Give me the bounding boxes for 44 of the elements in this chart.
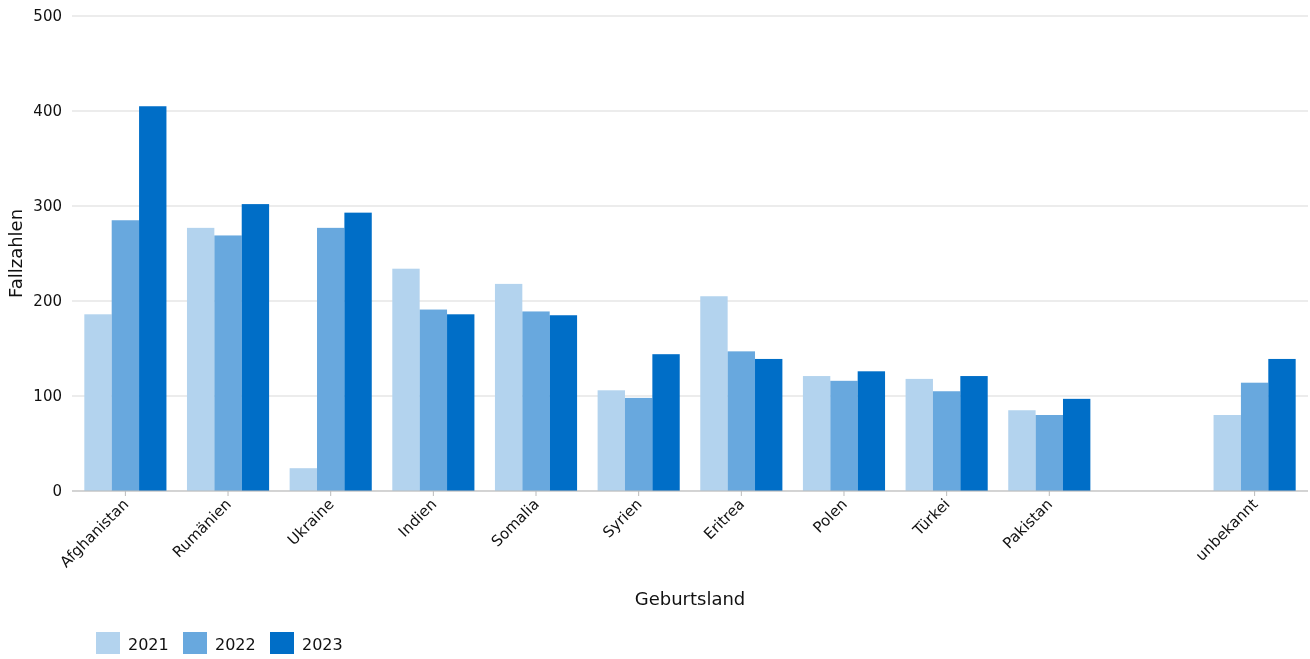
bar: [289, 468, 318, 491]
bar: [186, 227, 215, 491]
bar: [755, 358, 783, 491]
bar: [624, 397, 653, 491]
legend-label: 2022: [215, 634, 256, 654]
bar: [549, 315, 578, 491]
bar: [727, 351, 756, 491]
bar: [344, 212, 372, 491]
y-tick-label: 400: [33, 102, 62, 121]
bar: [960, 376, 988, 491]
bar: [522, 311, 550, 491]
bar: [1268, 358, 1296, 491]
bar: [905, 378, 933, 491]
bar: [494, 283, 523, 491]
bar: [84, 314, 112, 491]
y-axis-title: Fallzahlen: [5, 208, 26, 299]
bar: [1062, 398, 1091, 491]
bar: [1240, 382, 1269, 491]
bar: [447, 314, 475, 491]
bar: [241, 204, 270, 491]
bar: [802, 376, 831, 491]
y-tick-label: 100: [33, 387, 62, 406]
bar: [1035, 415, 1063, 491]
x-axis-title: Geburtsland: [634, 588, 746, 609]
legend-label: 2021: [128, 634, 169, 654]
bar: [419, 309, 448, 491]
bar: [652, 354, 680, 491]
bar: [139, 106, 167, 491]
bar: [392, 268, 420, 491]
bar: [1008, 410, 1036, 491]
bar: [857, 371, 886, 491]
bar: [214, 235, 242, 491]
bar: [597, 390, 625, 491]
bar: [317, 227, 345, 491]
bar: [1213, 415, 1241, 491]
bar: [932, 391, 961, 491]
y-tick-label: 200: [33, 292, 62, 311]
bar: [830, 380, 858, 491]
y-tick-label: 300: [33, 197, 62, 216]
bar: [111, 220, 140, 491]
y-tick-label: 0: [52, 482, 62, 501]
legend-label: 2023: [302, 634, 343, 654]
bar: [700, 296, 728, 491]
y-tick-label: 500: [33, 7, 62, 26]
